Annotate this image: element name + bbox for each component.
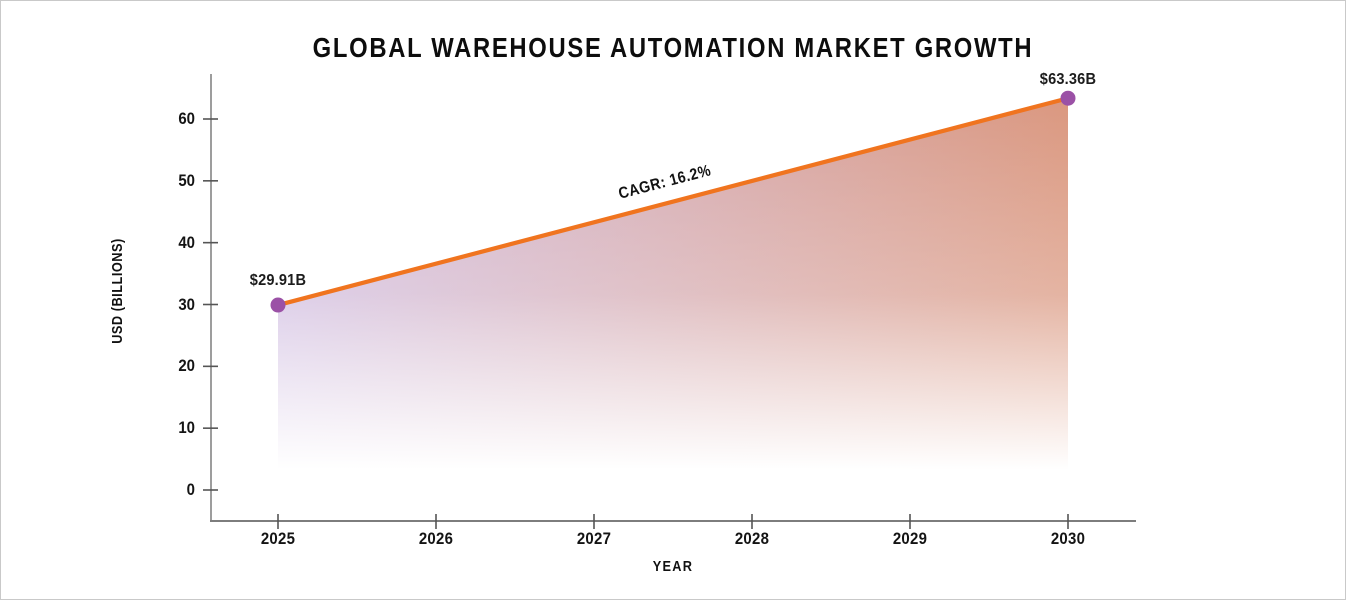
y-axis-tick-label: 30 <box>178 294 195 314</box>
x-axis-tick-label: 2025 <box>260 529 296 548</box>
x-axis-tick-label: 2028 <box>734 529 770 548</box>
data-point-label-2030: $63.36B <box>1039 71 1097 89</box>
y-axis-tick-label: 10 <box>178 418 195 438</box>
x-axis-tick-label: 2026 <box>418 529 454 548</box>
y-axis-tick-label: 50 <box>178 170 195 190</box>
x-axis-tick-label: 2030 <box>1050 529 1086 548</box>
trend-line <box>275 96 1071 308</box>
y-axis-tick-label: 20 <box>178 356 195 376</box>
y-axis-tick-label: 60 <box>178 109 195 128</box>
x-axis-tick-label: 2027 <box>576 529 612 548</box>
x-axis-tick-label: 2029 <box>892 529 928 548</box>
chart-title: GLOBAL WAREHOUSE AUTOMATION MARKET GROWT… <box>312 32 1034 63</box>
x-axis-title: YEAR <box>652 558 694 575</box>
data-point-label-2025: $29.91B <box>249 272 307 290</box>
data-point-marker-2030 <box>1060 90 1076 106</box>
data-point-marker-2025 <box>270 297 286 313</box>
y-axis-tick-label: 40 <box>178 232 195 252</box>
area-fade-overlay <box>278 98 1068 503</box>
y-axis-tick-label: 0 <box>186 480 195 499</box>
